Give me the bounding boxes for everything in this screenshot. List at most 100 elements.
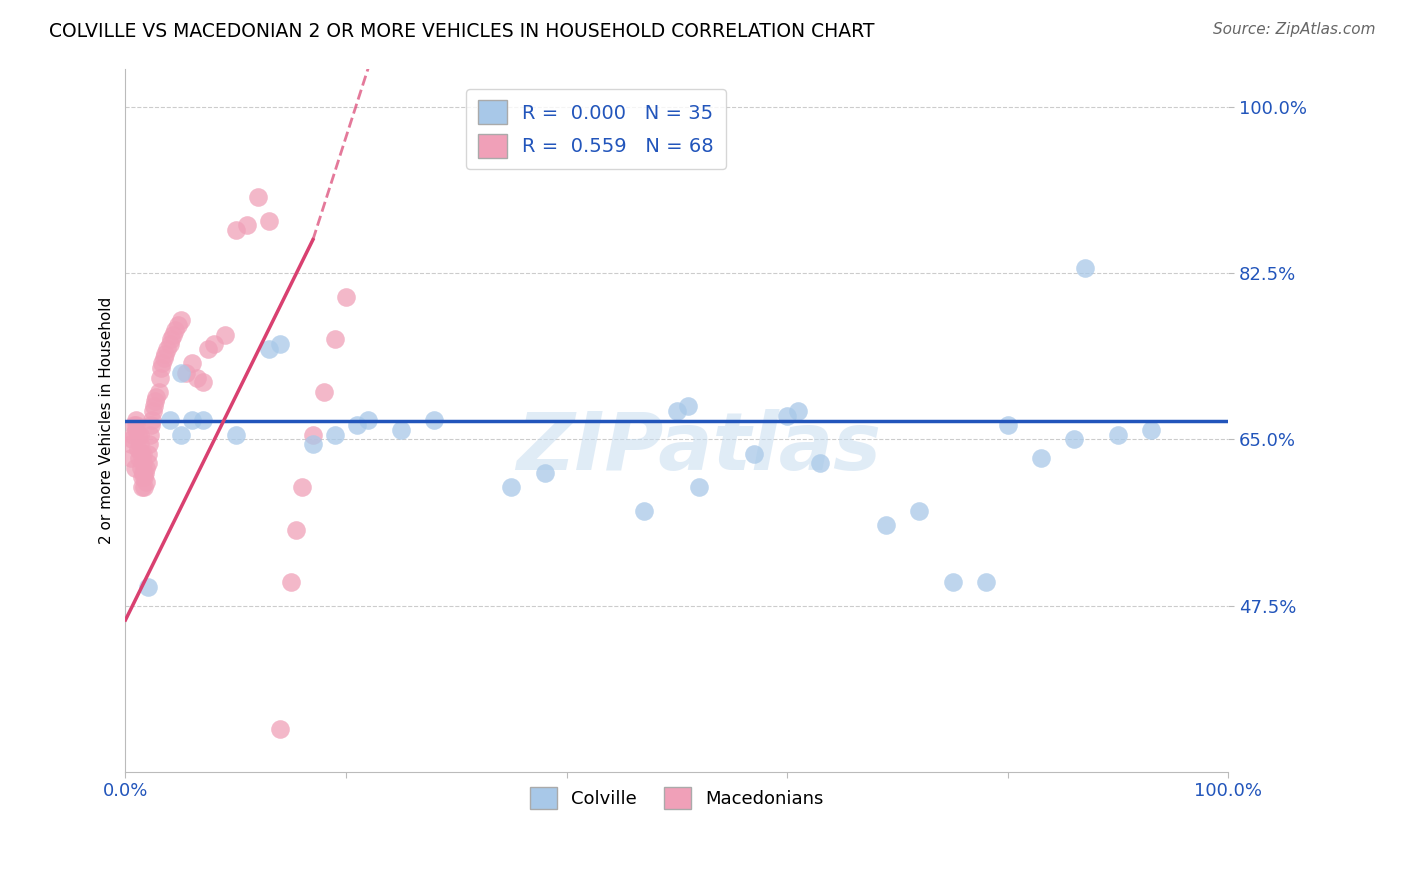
Point [302, 437, 325, 451]
Point [131, 470, 153, 484]
Point [169, 313, 191, 327]
Point [153, 347, 176, 361]
Point [141, 413, 163, 427]
Point [246, 190, 269, 204]
Point [121, 433, 143, 447]
Point [134, 470, 156, 484]
Point [225, 223, 247, 237]
Point [808, 456, 831, 470]
Point [169, 366, 191, 380]
Point [128, 451, 150, 466]
Point [153, 351, 176, 366]
Point [280, 574, 302, 589]
Point [423, 413, 446, 427]
Point [186, 370, 208, 384]
Point [676, 399, 699, 413]
Point [135, 475, 157, 489]
Point [138, 437, 160, 451]
Point [159, 333, 181, 347]
Point [1063, 433, 1085, 447]
Point [908, 503, 931, 517]
Point [180, 356, 202, 370]
Point [346, 418, 368, 433]
Point [129, 460, 152, 475]
Point [148, 384, 170, 399]
Point [997, 418, 1019, 433]
Point [174, 366, 197, 380]
Point [149, 361, 172, 376]
Point [236, 219, 259, 233]
Point [1029, 451, 1052, 466]
Point [136, 446, 159, 460]
Point [145, 390, 167, 404]
Point [149, 370, 172, 384]
Point [665, 404, 688, 418]
Text: ZIPatlas: ZIPatlas [516, 409, 882, 487]
Y-axis label: 2 or more Vehicles in Household: 2 or more Vehicles in Household [100, 297, 114, 544]
Point [1140, 423, 1163, 437]
Point [167, 318, 190, 333]
Point [125, 418, 148, 433]
Point [125, 413, 148, 427]
Point [214, 327, 236, 342]
Point [134, 466, 156, 480]
Point [159, 337, 181, 351]
Point [191, 376, 214, 390]
Point [312, 384, 335, 399]
Point [162, 327, 184, 342]
Point [129, 446, 152, 460]
Point [125, 423, 148, 437]
Point [269, 723, 291, 737]
Point [142, 404, 165, 418]
Legend: Colville, Macedonians: Colville, Macedonians [523, 780, 831, 816]
Point [156, 342, 179, 356]
Point [1107, 427, 1129, 442]
Point [139, 418, 162, 433]
Point [633, 503, 655, 517]
Point [776, 409, 799, 423]
Text: COLVILLE VS MACEDONIAN 2 OR MORE VEHICLES IN HOUSEHOLD CORRELATION CHART: COLVILLE VS MACEDONIAN 2 OR MORE VEHICLE… [49, 22, 875, 41]
Point [136, 456, 159, 470]
Point [132, 456, 155, 470]
Point [165, 323, 187, 337]
Point [357, 413, 380, 427]
Point [285, 523, 308, 537]
Point [202, 337, 225, 351]
Point [291, 480, 314, 494]
Point [136, 580, 159, 594]
Point [127, 427, 149, 442]
Point [132, 466, 155, 480]
Point [501, 480, 523, 494]
Point [134, 480, 156, 494]
Point [257, 213, 280, 227]
Text: Source: ZipAtlas.com: Source: ZipAtlas.com [1212, 22, 1375, 37]
Point [323, 427, 346, 442]
Point [124, 418, 146, 433]
Point [225, 427, 247, 442]
Point [159, 413, 181, 427]
Point [302, 427, 325, 442]
Point [132, 446, 155, 460]
Point [169, 427, 191, 442]
Point [742, 446, 765, 460]
Point [191, 413, 214, 427]
Point [135, 460, 157, 475]
Point [143, 394, 166, 409]
Point [131, 480, 153, 494]
Point [138, 427, 160, 442]
Point [1074, 261, 1097, 276]
Point [197, 342, 219, 356]
Point [128, 427, 150, 442]
Point [269, 337, 291, 351]
Point [533, 466, 555, 480]
Point [389, 423, 412, 437]
Point [787, 404, 810, 418]
Point [257, 342, 280, 356]
Point [974, 574, 997, 589]
Point [335, 290, 357, 304]
Point [875, 517, 897, 532]
Point [688, 480, 710, 494]
Point [150, 356, 173, 370]
Point [122, 427, 145, 442]
Point [120, 437, 142, 451]
